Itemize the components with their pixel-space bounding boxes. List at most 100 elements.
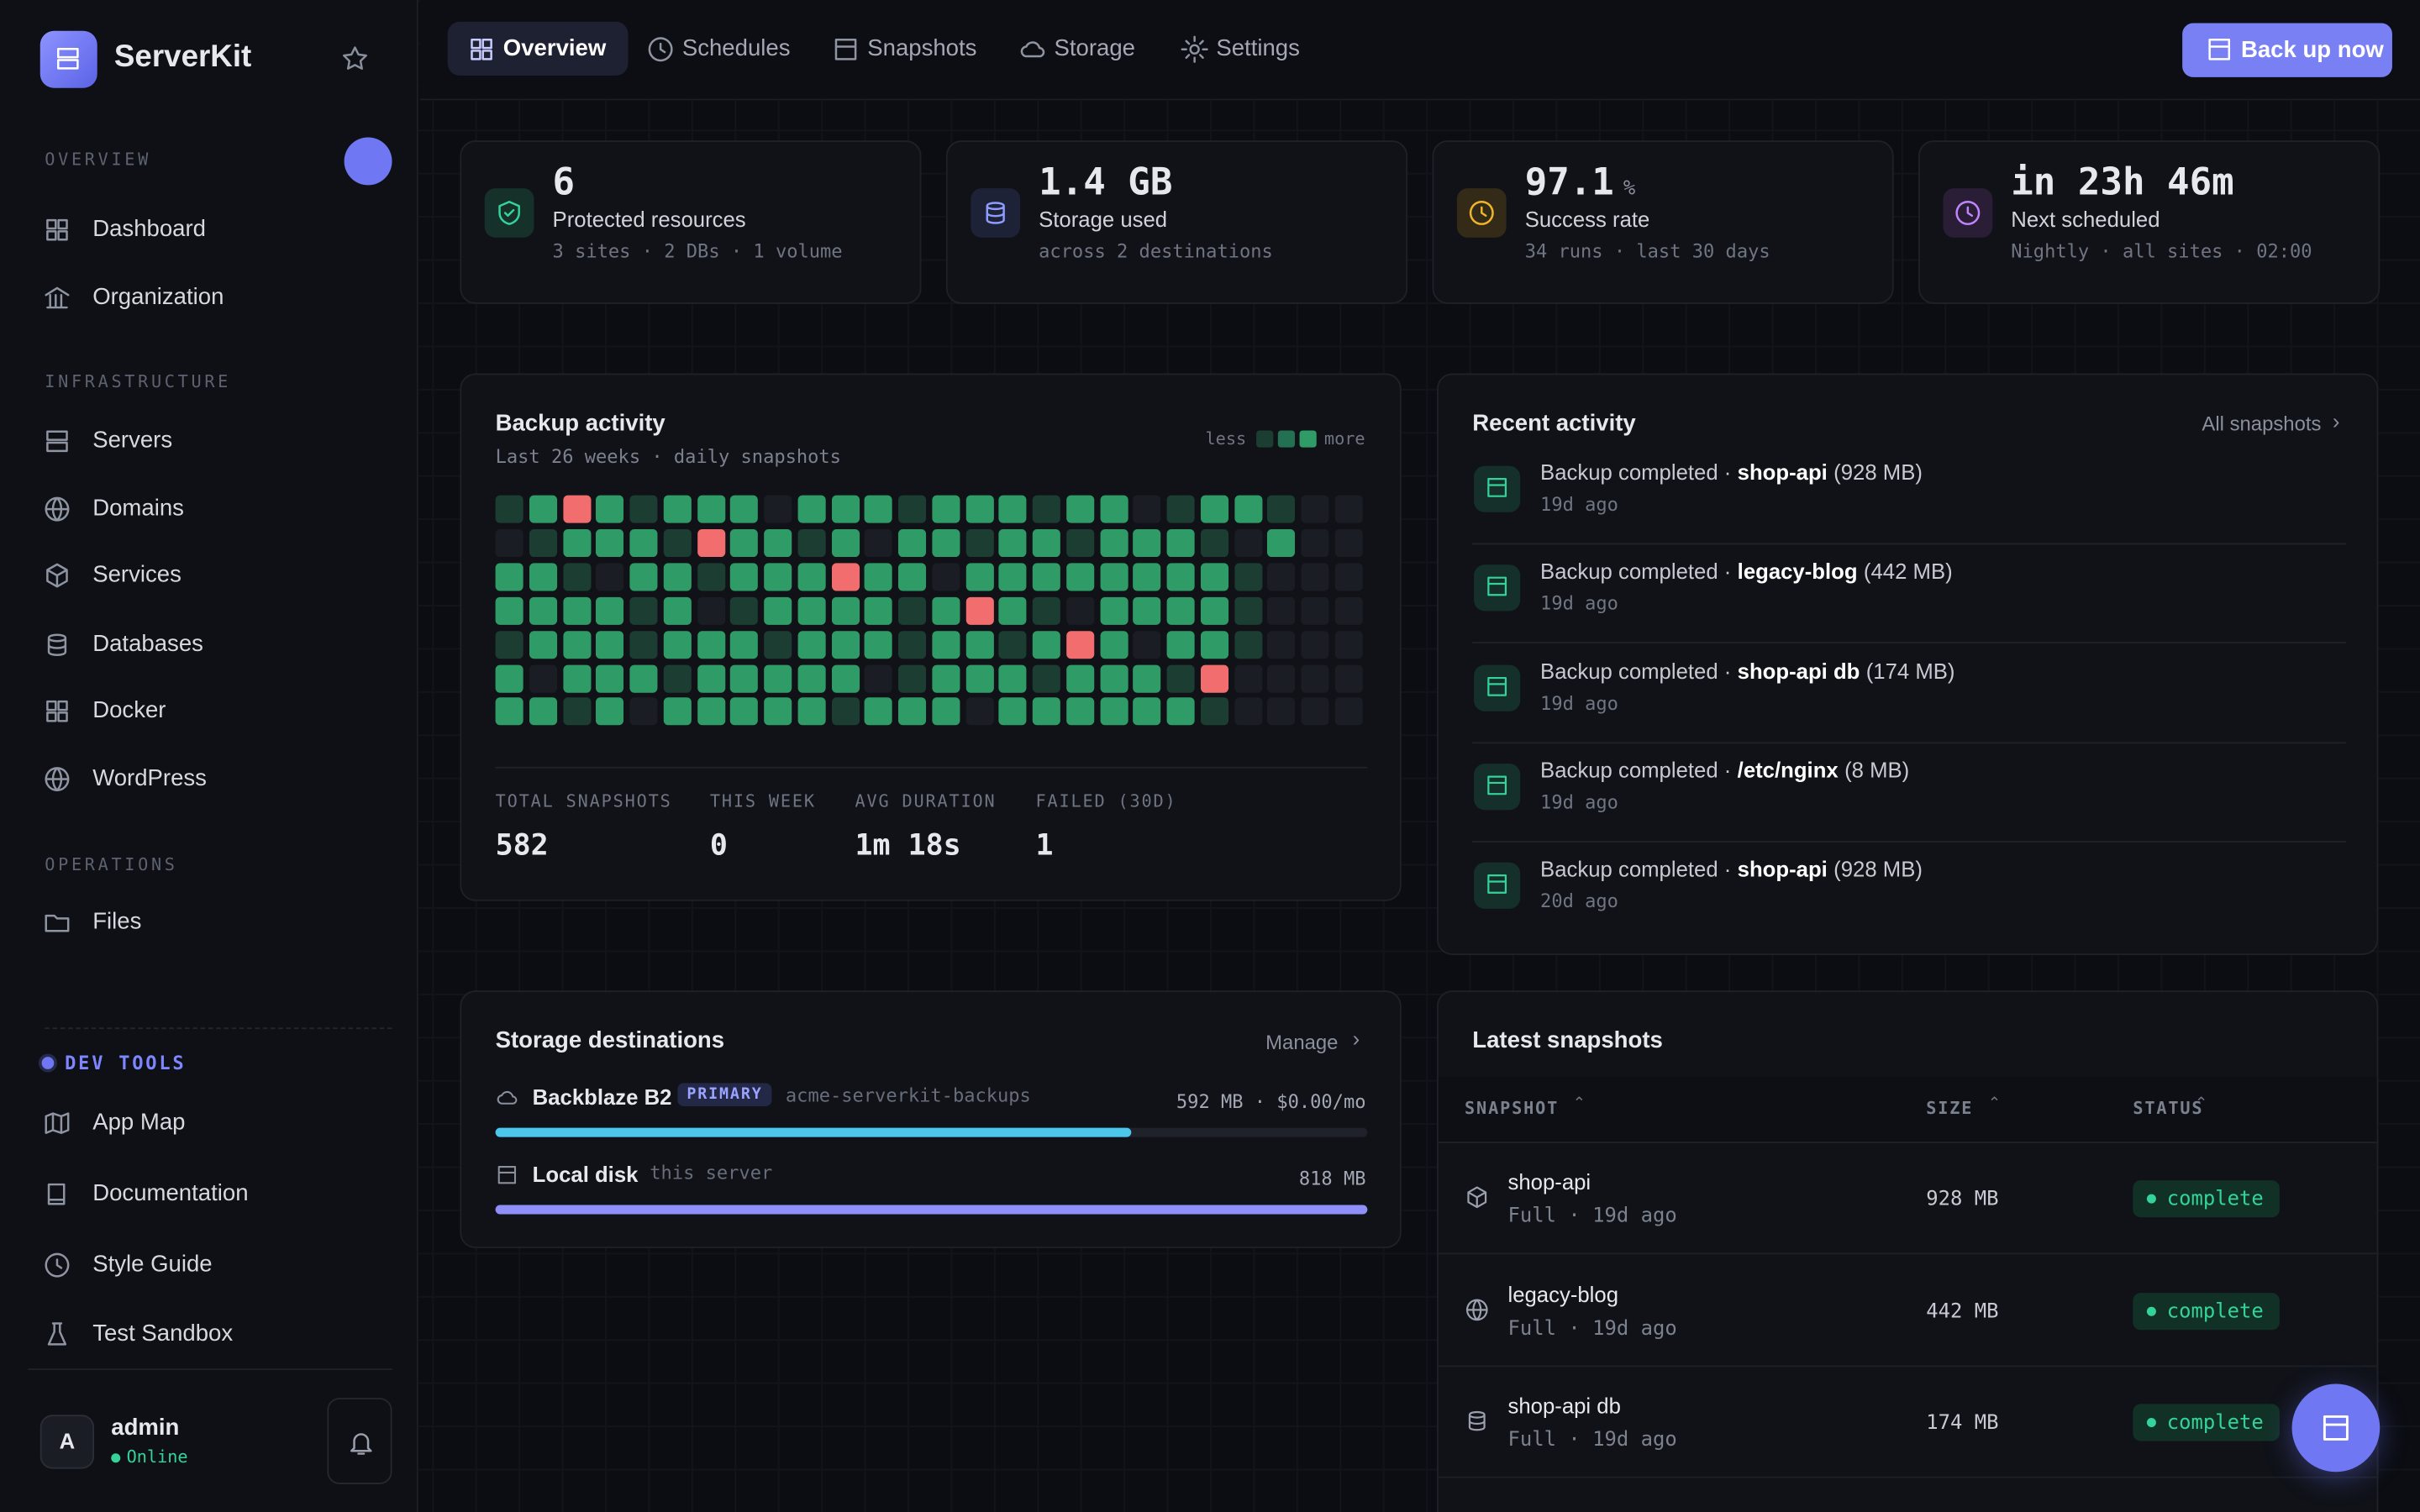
icon <box>498 201 520 225</box>
snapshot-size: 442 MB <box>1926 1299 1999 1324</box>
heatmap-cell <box>529 630 557 659</box>
chat-button[interactable] <box>2291 1383 2381 1473</box>
heatmap-cell <box>965 563 993 591</box>
icon <box>471 38 492 60</box>
heatmap-cell <box>831 495 860 523</box>
heatmap-cell <box>495 563 523 591</box>
user-status: Online <box>126 1446 188 1467</box>
divider <box>1472 642 2346 644</box>
stat-card: 97.1% Success rate 34 runs · last 30 days <box>1432 140 1894 304</box>
column-header[interactable]: STATUS <box>2133 1098 2204 1119</box>
nav-label: Files <box>92 908 142 936</box>
add-button[interactable] <box>344 137 392 186</box>
dot <box>41 1057 55 1069</box>
snapshot-size: 928 MB <box>1926 1188 1999 1211</box>
activity-line: Backup completed ·/etc/nginx (8 MB) <box>1540 758 1909 782</box>
nav-item[interactable]: Organization <box>28 273 392 323</box>
tab[interactable]: Settings <box>1160 22 1321 76</box>
heatmap-cell <box>1032 630 1060 659</box>
table-row[interactable]: shop-api Full · 19d ago 928 MB complete <box>1438 1143 2377 1255</box>
table-row[interactable]: shop-api db Full · 19d ago 174 MB complete <box>1438 1368 2377 1478</box>
heatmap-cell <box>730 664 759 692</box>
tab[interactable]: Storage <box>998 22 1156 76</box>
nav-item[interactable]: Files <box>28 898 392 948</box>
heatmap-cell <box>1200 596 1228 625</box>
heatmap-cell <box>562 664 591 692</box>
heatmap-cell <box>1334 528 1363 557</box>
heatmap-cell <box>495 664 523 692</box>
activity-name: shop-api <box>1737 856 1828 882</box>
heatmap-cell <box>965 664 993 692</box>
heatmap-cell <box>831 630 860 659</box>
link[interactable]: Manage <box>1265 1030 1339 1054</box>
usage-track <box>495 1127 1368 1137</box>
column-header[interactable]: SIZE <box>1926 1098 1974 1119</box>
total-value: 582 <box>495 828 549 863</box>
heatmap-cell <box>1234 697 1262 726</box>
card-title: Latest snapshots <box>1472 1027 1663 1054</box>
icon <box>45 1252 70 1278</box>
heatmap-cell <box>697 697 725 726</box>
snapshot-name: shop-api db <box>1507 1393 1621 1419</box>
icon <box>648 37 673 62</box>
heatmap-cell <box>529 528 557 557</box>
stat-detail: 34 runs · last 30 days <box>1524 240 1770 263</box>
nav-item[interactable]: Dashboard <box>28 205 392 255</box>
icon <box>1020 41 1045 58</box>
heatmap-cell <box>797 596 826 625</box>
icon <box>834 38 857 60</box>
nav-item[interactable]: Docker <box>28 686 392 736</box>
heatmap-cell <box>562 596 591 625</box>
icon <box>45 496 70 522</box>
heatmap-cell <box>931 697 960 726</box>
nav-item[interactable]: Domains <box>28 485 392 534</box>
storage-card: Storage destinations Manage › Backblaze B2 P… <box>460 990 1402 1248</box>
icon <box>1467 1186 1487 1209</box>
link[interactable]: All snapshots <box>2202 412 2322 435</box>
heatmap-cell <box>562 630 591 659</box>
activity-action: Backup completed · <box>1540 559 1732 584</box>
icon <box>45 767 70 792</box>
nav-item[interactable]: Servers <box>28 417 392 466</box>
nav-label: Services <box>92 561 182 588</box>
heatmap-cell <box>1032 697 1060 726</box>
nav-item[interactable]: App Map <box>28 1099 392 1148</box>
section-title: OVERVIEW <box>45 150 151 171</box>
heatmap-cell <box>1065 528 1094 557</box>
heatmap-cell <box>730 528 759 557</box>
notifications[interactable] <box>327 1398 392 1484</box>
icon <box>497 1090 518 1105</box>
heatmap-cell <box>1234 596 1262 625</box>
total-label: THIS WEEK <box>709 791 816 812</box>
activity-size: (442 MB) <box>1863 559 1953 584</box>
destination-detail: acme-serverkit-backups <box>785 1084 1031 1106</box>
tab[interactable]: Snapshots <box>812 22 998 76</box>
heatmap-cell <box>663 630 692 659</box>
status-badge: complete <box>2133 1292 2280 1330</box>
heatmap-cell <box>1166 596 1195 625</box>
nav-item[interactable]: Databases <box>28 620 392 669</box>
table-row[interactable]: legacy-blog Full · 19d ago 442 MB complete <box>1438 1255 2377 1367</box>
nav-item[interactable]: Documentation <box>28 1169 392 1219</box>
total-value: 0 <box>709 828 728 863</box>
column-header[interactable]: SNAPSHOT <box>1465 1098 1560 1119</box>
back-up-button[interactable]: Back up now <box>2182 23 2392 77</box>
stat-label: Storage used <box>1039 207 1168 232</box>
nav-item[interactable]: WordPress <box>28 754 392 804</box>
nav-item[interactable]: Test Sandbox <box>28 1310 392 1359</box>
activity-line: Backup completed · shop-api db (174 MB) <box>1540 659 1954 683</box>
heatmap-cell <box>1200 664 1228 692</box>
heatmap-cell <box>730 495 759 523</box>
stat-unit: % <box>1623 177 1636 201</box>
tab[interactable]: Schedules <box>627 22 813 76</box>
section-title: OPERATIONS <box>45 854 178 875</box>
nav-item[interactable]: Style Guide <box>28 1241 392 1290</box>
heatmap-cell <box>697 495 725 523</box>
tab[interactable]: Overview <box>447 21 629 76</box>
nav-item[interactable]: Services <box>28 551 392 601</box>
icon <box>1465 1298 1488 1320</box>
stat-icon <box>484 188 534 238</box>
section-title: DEV TOOLS <box>65 1052 187 1074</box>
heatmap-cell <box>1166 630 1195 659</box>
heatmap-cell <box>897 664 927 692</box>
